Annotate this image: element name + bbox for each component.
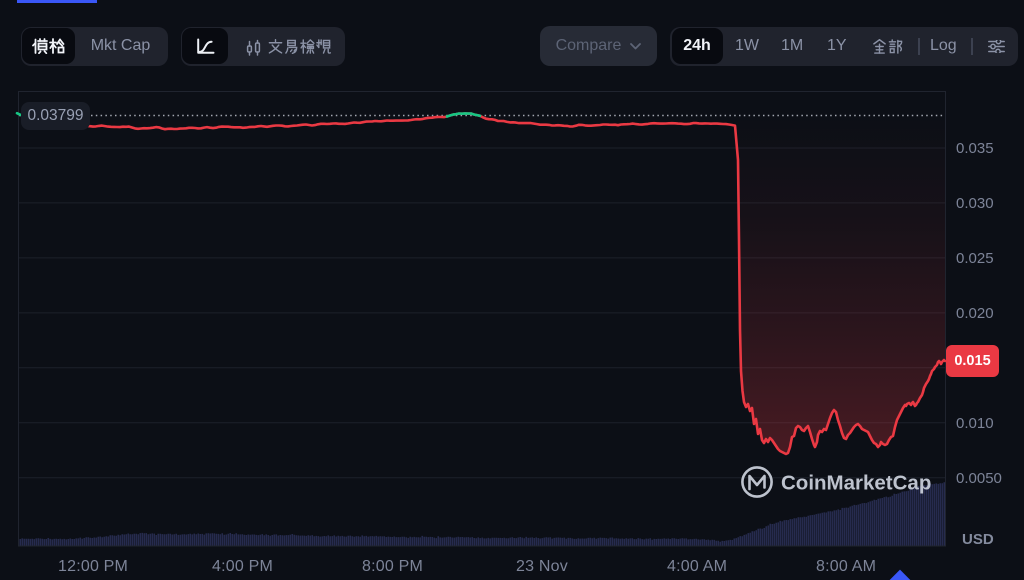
svg-text:CoinMarketCap: CoinMarketCap (781, 472, 931, 495)
